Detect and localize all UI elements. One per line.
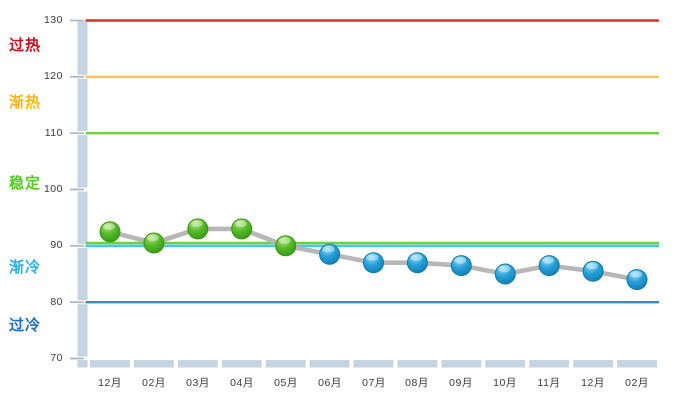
y-tick-label: 120 — [43, 70, 63, 82]
y-axis-band-segment — [77, 78, 88, 132]
zone-label: 稳定 — [9, 175, 42, 192]
x-axis-band-segment — [309, 360, 350, 368]
data-point[interactable] — [319, 243, 341, 265]
zone-label: 渐冷 — [9, 259, 42, 276]
data-point-highlight — [630, 271, 642, 278]
x-axis-band-segment — [529, 360, 570, 368]
y-tick-label: 90 — [50, 239, 63, 251]
x-tick-label: 04月 — [230, 377, 254, 389]
data-point-highlight — [542, 257, 555, 264]
x-axis-band-segment — [133, 360, 174, 368]
zone-label: 渐热 — [9, 94, 42, 111]
data-point[interactable] — [626, 269, 648, 291]
data-point-highlight — [103, 223, 115, 231]
x-tick-label: 05月 — [274, 377, 298, 389]
x-axis-band-segment — [485, 360, 526, 368]
y-tick-label: 130 — [43, 14, 63, 26]
data-point[interactable] — [450, 255, 472, 277]
data-point-highlight — [146, 234, 159, 242]
data-point[interactable] — [231, 218, 253, 240]
data-point[interactable] — [494, 263, 516, 285]
x-axis-band-segment — [617, 360, 657, 368]
data-point[interactable] — [406, 252, 428, 274]
data-point[interactable] — [363, 252, 384, 274]
x-tick-label: 12月 — [98, 377, 122, 389]
y-axis-band-segment — [77, 247, 88, 301]
data-point[interactable] — [187, 218, 209, 240]
y-tick-label: 100 — [43, 183, 63, 195]
x-tick-label: 08月 — [405, 377, 429, 389]
zone-label: 过冷 — [9, 317, 42, 334]
data-point[interactable] — [99, 221, 121, 243]
x-tick-label: 07月 — [362, 377, 386, 389]
x-tick-label: 02月 — [625, 377, 649, 389]
y-tick-label: 110 — [44, 127, 63, 139]
y-axis-band-segment — [77, 135, 88, 188]
data-point-highlight — [586, 262, 599, 270]
data-point[interactable] — [538, 255, 560, 277]
data-point-highlight — [454, 257, 467, 264]
zone-label: 过热 — [9, 37, 42, 54]
x-tick-label: 03月 — [186, 377, 210, 389]
data-point-highlight — [234, 220, 247, 228]
x-axis-band-segment — [353, 360, 394, 368]
data-point[interactable] — [582, 260, 604, 282]
y-axis-band-segment — [77, 21, 88, 75]
data-point-highlight — [322, 245, 335, 253]
x-tick-label: 11月 — [537, 377, 561, 389]
y-tick-label: 80 — [50, 296, 63, 308]
x-tick-label: 09月 — [449, 377, 473, 389]
y-axis-band-segment — [77, 191, 88, 244]
y-axis-band-segment — [77, 304, 88, 357]
x-axis-band-segment — [573, 360, 614, 368]
data-point-highlight — [278, 237, 291, 245]
x-axis-band-segment — [221, 360, 262, 368]
x-axis-band-segment — [77, 360, 88, 368]
x-tick-label: 06月 — [318, 377, 342, 389]
data-point-highlight — [410, 254, 423, 261]
data-point-highlight — [498, 265, 511, 273]
x-axis-band-segment — [397, 360, 438, 368]
x-tick-label: 12月 — [581, 377, 605, 389]
data-point-highlight — [190, 220, 203, 228]
data-point-highlight — [366, 254, 379, 261]
y-tick-label: 70 — [50, 352, 63, 364]
x-tick-label: 02月 — [142, 377, 166, 389]
data-point[interactable] — [275, 235, 297, 257]
x-axis-band-segment — [265, 360, 306, 368]
data-point[interactable] — [143, 232, 165, 254]
x-axis-band-segment — [90, 360, 130, 368]
x-axis-band-segment — [441, 360, 482, 368]
x-tick-label: 10月 — [493, 377, 517, 389]
x-axis-band-segment — [177, 360, 218, 368]
